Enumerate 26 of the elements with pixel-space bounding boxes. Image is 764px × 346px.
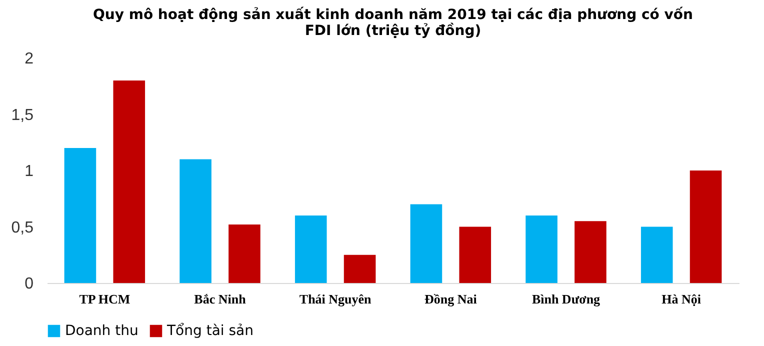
x-tick-label: Bắc Ninh (194, 292, 247, 306)
y-tick-label: 0 (24, 276, 34, 292)
bar (459, 226, 492, 283)
x-tick-label: Hà Nội (662, 292, 702, 306)
bar (64, 148, 96, 283)
bar (574, 221, 606, 283)
chart-title: Quy mô hoạt động sản xuất kinh doanh năm 2019 tại các địa phương có vốn FDI lớn (triệu tỷ đồng) (92, 6, 694, 39)
x-tick-label: Đồng Nai (424, 292, 478, 306)
y-tick-label: 1,5 (11, 106, 34, 124)
bar (690, 170, 722, 283)
bar (180, 159, 212, 283)
y-tick-label: 0,5 (11, 219, 34, 236)
x-tick-label: Thái Nguyên (299, 292, 372, 306)
bar (526, 216, 558, 283)
bar (344, 254, 376, 283)
y-tick-label: 2 (24, 50, 34, 68)
bar (640, 226, 673, 283)
legend-label: Doanh thu (65, 323, 138, 339)
bar (228, 224, 260, 283)
x-tick-label: Bình Dương (532, 292, 601, 306)
legend-label: Tổng tài sản (166, 322, 254, 339)
bar (410, 204, 442, 283)
x-tick-label: TP HCM (79, 292, 130, 306)
bar (113, 80, 146, 283)
bar (294, 216, 327, 283)
y-tick-label: 1 (24, 163, 34, 180)
